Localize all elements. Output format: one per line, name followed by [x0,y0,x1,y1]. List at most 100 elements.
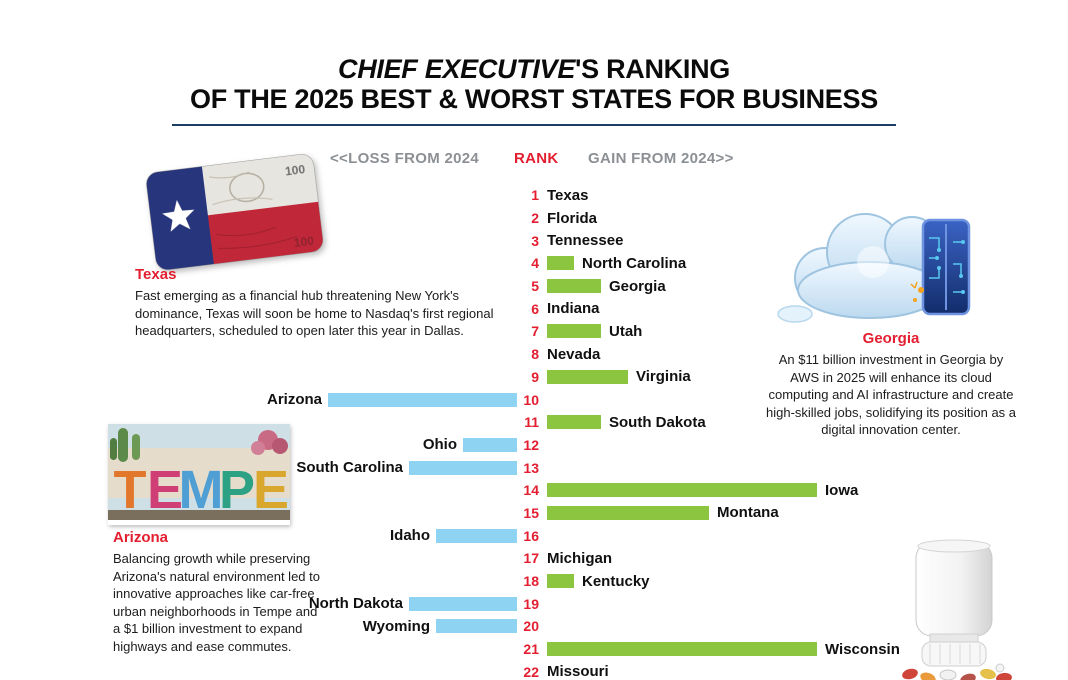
ranking-row: Arizona 10 [0,388,1068,411]
pill-jar-image [896,538,1016,680]
tempe-letter-p: P [219,460,255,520]
rank-number: 11 [524,414,539,431]
state-label: Virginia [636,368,691,386]
rank-number: 22 [523,663,539,680]
gain-bar [547,505,709,520]
ranking-row: 2 Florida [0,207,1068,230]
state-label: Nevada [547,345,601,363]
ranking-row: 6 Indiana [0,297,1068,320]
cloud-icon [794,213,943,319]
ranking-row: 5 Georgia [0,275,1068,298]
ranking-row: 3 Tennessee [0,229,1068,252]
ranking-row: 18 Kentucky [0,570,1068,593]
rank-number: 2 [531,210,539,227]
rank-number: 6 [531,300,539,317]
arizona-callout-body: Balancing growth while preserving Arizon… [113,551,320,654]
state-label: Michigan [547,549,613,567]
ranking-row: 7 Utah [0,320,1068,343]
ranking-row: 21 Wisconsin [0,638,1068,661]
georgia-callout: Georgia An $11 billion investment in Geo… [766,330,1016,439]
state-label: Wyoming [362,617,430,635]
state-label: North Carolina [582,254,687,272]
banknote-100-bottom: 100 [293,234,315,250]
state-label: Texas [547,186,589,204]
tempe-letter-m: M [179,460,224,520]
state-label: Florida [547,209,598,227]
loss-bar [436,528,517,543]
texas-flag-banknote-image: 100 100 [144,152,326,277]
ranking-row: 8 Nevada [0,343,1068,366]
state-label: Kentucky [582,572,650,590]
cactus-icon [110,428,140,462]
page-title: CHIEF EXECUTIVE'S RANKING OF THE 2025 BE… [0,54,1068,114]
state-label: Georgia [609,277,666,295]
title-brand: CHIEF EXECUTIVE [338,54,576,84]
rank-number: 4 [531,255,539,272]
ranking-row: 9 Virginia [0,366,1068,389]
texas-star-icon [162,199,195,232]
gain-bar [547,369,628,384]
rank-number: 15 [523,504,539,521]
rank-number: 21 [523,641,539,658]
title-divider-line [172,124,896,126]
legend-rank-label: RANK [514,150,559,167]
tempe-letter-e2: E [253,460,289,520]
gain-bar [547,279,601,294]
texas-callout-title: Texas [135,266,177,283]
loss-bar [463,437,517,452]
gain-bar [547,642,817,657]
rank-number: 9 [531,368,539,385]
ranking-row: 15 Montana [0,502,1068,525]
gain-bar [547,256,574,271]
georgia-cloud-image [765,192,1010,337]
texas-callout: Texas Fast emerging as a financial hub t… [135,266,505,340]
small-cloud-icon [777,305,813,323]
state-label: Arizona [266,391,322,409]
texas-callout-body: Fast emerging as a financial hub threate… [135,288,494,339]
rank-number: 1 [531,187,539,204]
georgia-callout-body: An $11 billion investment in Georgia by … [766,352,1017,438]
pink-bush-icon [251,430,288,455]
rank-number: 14 [523,482,539,499]
rank-number: 16 [523,527,539,544]
title-line1: CHIEF EXECUTIVE'S RANKING [0,54,1068,84]
rank-number: 18 [523,573,539,590]
rank-number: 10 [523,391,539,408]
rank-number: 12 [523,436,539,453]
rank-number: 13 [523,459,539,476]
server-icon [921,218,971,316]
state-label: Missouri [547,663,609,680]
tempe-letter-t: T [114,460,147,520]
rank-number: 5 [531,278,539,295]
ranking-row: 14 Iowa [0,479,1068,502]
gain-bar [547,415,601,430]
ranking-row: South Carolina 13 [0,456,1068,479]
loss-bar [409,596,517,611]
ranking-row: 1 Texas [0,184,1068,207]
state-label: Iowa [825,481,859,499]
state-label: North Dakota [308,595,403,613]
state-label: Montana [717,504,779,522]
ranking-row: 11 South Dakota [0,411,1068,434]
gain-bar [547,483,817,498]
title-line1-rest: 'S RANKING [575,54,730,84]
ranking-row: Idaho 16 [0,524,1068,547]
spark-icon [910,281,924,302]
jar-icon [915,539,993,667]
state-label: Ohio [422,436,457,454]
arizona-callout: Arizona Balancing growth while preservin… [113,529,321,655]
arizona-callout-title: Arizona [113,529,169,546]
title-line2: OF THE 2025 BEST & WORST STATES FOR BUSI… [190,84,878,115]
rank-number: 17 [523,550,539,567]
rank-number: 3 [531,232,539,249]
ranking-row: North Dakota 19 [0,592,1068,615]
ranking-row: 4 North Carolina [0,252,1068,275]
state-label: Indiana [547,300,600,318]
banknote-100-top: 100 [284,162,306,178]
rank-number: 19 [523,595,539,612]
state-label: Tennessee [547,232,624,250]
rank-number: 20 [523,618,539,635]
gain-bar [547,324,601,339]
ranking-row: Ohio 12 [0,434,1068,457]
